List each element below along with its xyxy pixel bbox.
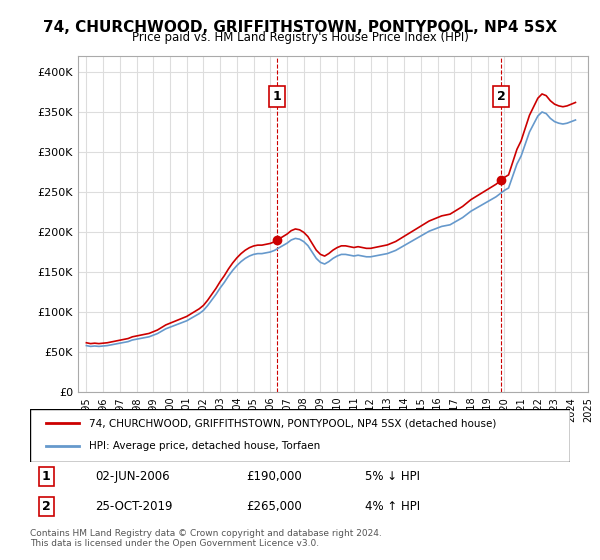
Text: 02-JUN-2006: 02-JUN-2006 <box>95 470 169 483</box>
Text: 2: 2 <box>497 90 506 103</box>
Text: 74, CHURCHWOOD, GRIFFITHSTOWN, PONTYPOOL, NP4 5SX: 74, CHURCHWOOD, GRIFFITHSTOWN, PONTYPOOL… <box>43 20 557 35</box>
Text: HPI: Average price, detached house, Torfaen: HPI: Average price, detached house, Torf… <box>89 441 320 451</box>
Text: 1: 1 <box>273 90 281 103</box>
Text: Price paid vs. HM Land Registry's House Price Index (HPI): Price paid vs. HM Land Registry's House … <box>131 31 469 44</box>
FancyBboxPatch shape <box>30 409 570 462</box>
Text: 1: 1 <box>42 470 50 483</box>
Text: 4% ↑ HPI: 4% ↑ HPI <box>365 500 420 513</box>
Text: £265,000: £265,000 <box>246 500 302 513</box>
Text: £190,000: £190,000 <box>246 470 302 483</box>
Text: 2: 2 <box>42 500 50 513</box>
Text: 25-OCT-2019: 25-OCT-2019 <box>95 500 172 513</box>
Text: 5% ↓ HPI: 5% ↓ HPI <box>365 470 420 483</box>
Text: 74, CHURCHWOOD, GRIFFITHSTOWN, PONTYPOOL, NP4 5SX (detached house): 74, CHURCHWOOD, GRIFFITHSTOWN, PONTYPOOL… <box>89 418 497 428</box>
Text: This data is licensed under the Open Government Licence v3.0.: This data is licensed under the Open Gov… <box>30 539 319 548</box>
Text: Contains HM Land Registry data © Crown copyright and database right 2024.: Contains HM Land Registry data © Crown c… <box>30 529 382 538</box>
